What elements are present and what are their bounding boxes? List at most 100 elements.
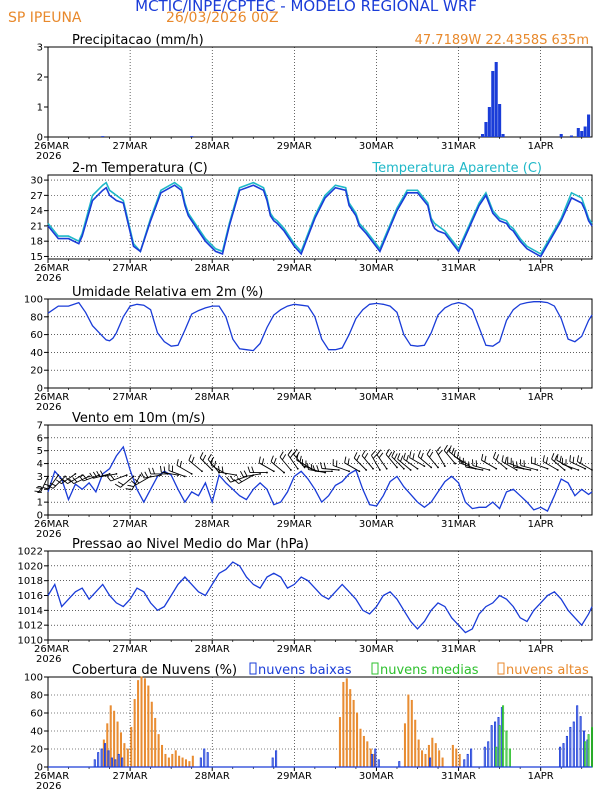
wind-barb-station — [423, 465, 426, 468]
y-tick-label: 21 — [30, 221, 43, 232]
x-tick-label: 28MAR — [195, 644, 230, 655]
wind-barb — [79, 474, 100, 482]
high-cloud-bar — [123, 743, 126, 768]
high-cloud-bar — [338, 717, 341, 768]
high-cloud-bar — [414, 719, 417, 768]
panel-5-title: Pressao ao Nivel Medio do Mar (hPa) — [72, 537, 309, 552]
high-cloud-bar — [410, 699, 413, 768]
wind-barb — [114, 476, 134, 488]
cloud-legend-label: nuvens altas — [506, 663, 589, 678]
low-cloud-bar — [114, 759, 117, 768]
wind-barb-station — [331, 470, 333, 473]
precip-bar — [576, 128, 580, 137]
wind-barb-station — [190, 472, 193, 475]
precip-bar — [480, 134, 485, 137]
precip-bar — [491, 71, 495, 137]
wind-barb — [296, 453, 312, 470]
y-tick-label: 1014 — [18, 606, 43, 617]
precip-bar — [559, 134, 563, 137]
wind-barb — [371, 450, 381, 471]
high-cloud-bar — [441, 757, 444, 768]
wind-barb-station — [303, 466, 306, 469]
wind-barb-station — [132, 475, 135, 478]
wind-barb — [409, 451, 425, 467]
wind-barb — [512, 460, 531, 471]
wind-speed-line — [47, 445, 593, 513]
wind-barb — [240, 470, 261, 478]
precip-bar — [501, 134, 505, 137]
wind-barb — [68, 475, 90, 485]
wind-barb-station — [454, 462, 457, 465]
y-tick-label: 20 — [30, 366, 43, 377]
wind-barb — [542, 455, 559, 471]
wind-barb — [436, 446, 446, 467]
wind-barb — [561, 457, 579, 471]
panel-3-title: Umidade Relativa em 2m (%) — [72, 285, 263, 300]
wind-barb-station — [437, 466, 439, 469]
high-cloud-bar — [421, 750, 424, 768]
wind-barb — [481, 453, 497, 470]
x-tick-label: 27MAR — [113, 392, 148, 403]
x-year-label: 2026 — [36, 402, 61, 413]
x-tick-label: 30MAR — [359, 263, 394, 274]
high-cloud-bar — [147, 685, 150, 768]
panel-1-frame — [47, 46, 593, 138]
wind-barb — [361, 450, 374, 469]
low-cloud-bar — [275, 750, 278, 768]
wind-barb — [270, 455, 285, 473]
wind-barb-station — [337, 469, 340, 471]
x-tick-label: 29MAR — [277, 141, 312, 152]
x-tick-label: 26MAR — [34, 263, 69, 274]
x-tick-label: 26MAR — [34, 392, 69, 403]
wind-barb-station — [259, 472, 262, 475]
temperature-line — [47, 184, 593, 258]
wind-barb-station — [160, 474, 162, 477]
wind-barb-station — [296, 467, 299, 470]
x-tick-label: 27MAR — [113, 644, 148, 655]
high-cloud-bar — [356, 712, 359, 768]
wind-barb-station — [290, 469, 292, 471]
x-year-label: 2026 — [36, 781, 61, 792]
high-cloud-bar — [143, 678, 146, 768]
x-tick-label: 30MAR — [359, 141, 394, 152]
wind-barb-station — [372, 467, 374, 470]
x-tick-label: 27MAR — [113, 141, 148, 152]
wind-barb — [332, 459, 350, 472]
y-tick-label: 7 — [37, 421, 43, 432]
wind-barb-station — [488, 469, 491, 471]
wind-barb — [188, 454, 203, 472]
y-tick-label: 60 — [30, 709, 43, 720]
high-cloud-bar — [157, 734, 160, 768]
wind-barb — [106, 474, 127, 482]
low-cloud-bar — [377, 759, 380, 768]
panel-3-frame — [47, 298, 593, 389]
wind-barb-station — [211, 469, 214, 471]
x-tick-label: 1APR — [528, 263, 554, 274]
high-cloud-bar — [342, 681, 345, 768]
y-tick-label: 80 — [30, 312, 43, 323]
wind-barb — [459, 456, 476, 470]
x-tick-label: 28MAR — [195, 141, 230, 152]
high-cloud-bar — [455, 748, 458, 768]
wind-barb — [569, 455, 586, 470]
x-tick-label: 26MAR — [34, 519, 69, 530]
x-year-label: 2026 — [36, 151, 61, 162]
high-cloud-bar — [113, 710, 116, 768]
high-cloud-bar — [133, 699, 136, 768]
wind-barb-station — [570, 467, 573, 470]
panel-2-frame — [47, 174, 593, 260]
precip-bar — [484, 122, 488, 137]
wind-barb-station — [556, 469, 559, 471]
wind-barb-station — [378, 469, 381, 471]
low-cloud-bar — [271, 757, 274, 768]
high-cloud-bar — [137, 680, 140, 768]
x-tick-label: 28MAR — [195, 771, 230, 782]
mid-cloud-bar — [587, 734, 590, 768]
x-tick-label: 28MAR — [195, 519, 230, 530]
x-tick-label: 1APR — [528, 141, 554, 152]
wind-barb-station — [591, 469, 593, 471]
wind-barb — [464, 460, 483, 471]
wind-barb — [140, 471, 161, 479]
low-cloud-bar — [93, 759, 96, 768]
